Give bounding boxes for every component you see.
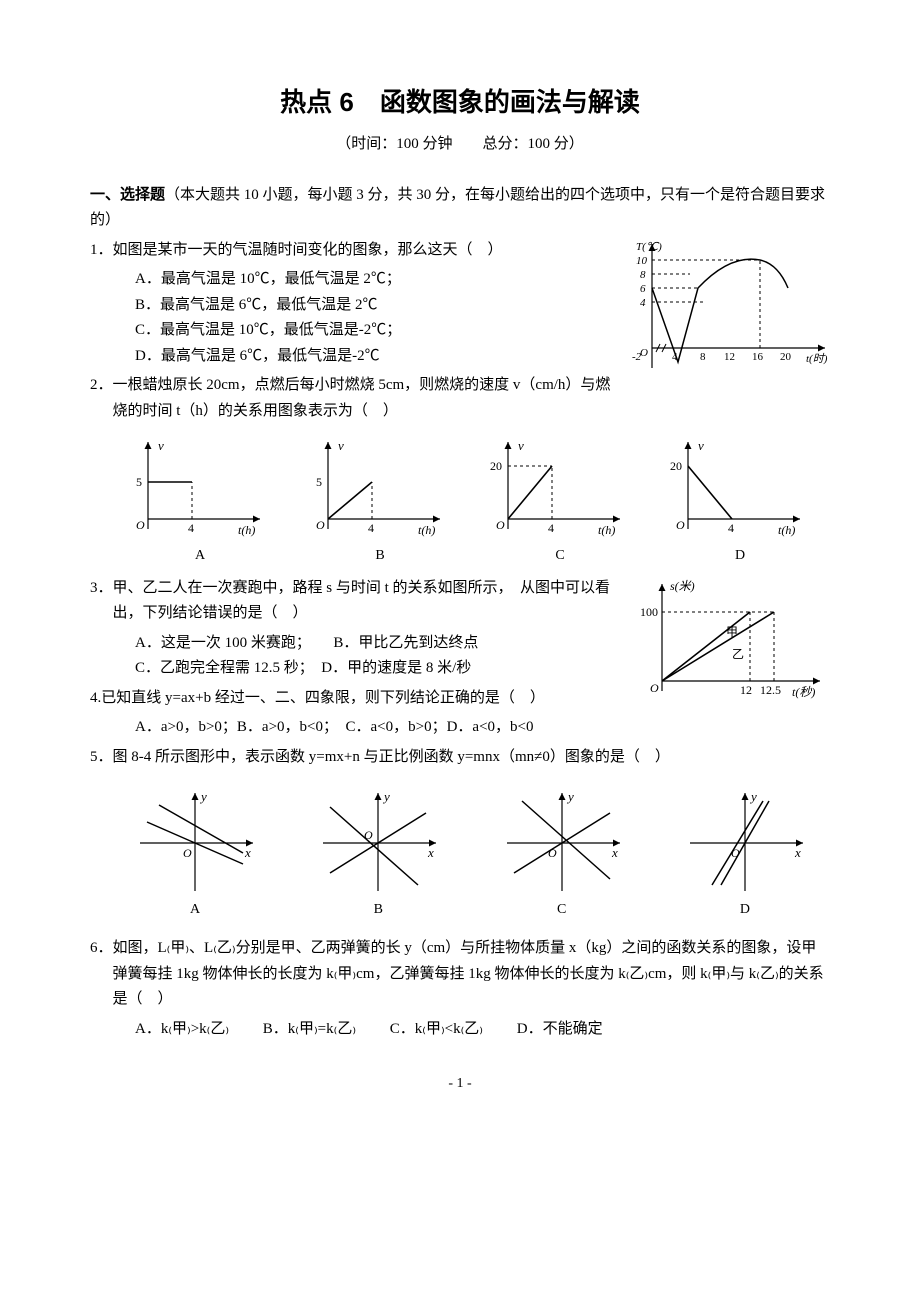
- svg-text:4: 4: [548, 521, 554, 535]
- q2-fig-a: O v t(h) 5 4 A: [130, 434, 270, 568]
- q2-num: 2．: [90, 377, 113, 393]
- svg-text:t(h): t(h): [778, 523, 795, 537]
- q3-opt-b: B．甲比乙先到达终点: [333, 635, 478, 651]
- q2: 2．一根蜡烛原长 20cm，点燃后每小时燃烧 5cm，则燃烧的速度 v（cm/h…: [90, 373, 830, 424]
- svg-text:y: y: [566, 789, 574, 804]
- q6: 6．如图，L₍甲₎、L₍乙₎分别是甲、乙两弹簧的长 y（cm）与所挂物体质量 x…: [90, 936, 830, 1013]
- svg-text:v: v: [518, 438, 524, 453]
- svg-text:t(h): t(h): [598, 523, 615, 537]
- page-number: - 1 -: [90, 1072, 830, 1096]
- q5-stem: 图 8-4 所示图形中，表示函数 y=mx+n 与正比例函数 y=mnx（mn≠…: [113, 749, 670, 765]
- q6-stem: 如图，L₍甲₎、L₍乙₎分别是甲、乙两弹簧的长 y（cm）与所挂物体质量 x（k…: [113, 940, 824, 1007]
- svg-text:-2: -2: [632, 351, 642, 363]
- q1-stem: 如图是某市一天的气温随时间变化的图象，那么这天（ ）: [113, 242, 503, 258]
- exam-info: （时间：100 分钟 总分：100 分）: [90, 132, 830, 158]
- q5-label-a: A: [130, 898, 260, 922]
- q1-num: 1．: [90, 242, 113, 258]
- svg-text:6: 6: [640, 283, 646, 295]
- svg-text:O: O: [183, 846, 192, 860]
- q4-options: A．a>0，b>0；B．a>0，b<0； C．a<0，b>0；D．a<0，b<0: [90, 715, 830, 741]
- svg-text:x: x: [427, 845, 434, 860]
- q6-opt-a: A．k₍甲₎>k₍乙₎: [135, 1021, 229, 1037]
- svg-text:16: 16: [752, 351, 764, 363]
- svg-text:v: v: [338, 438, 344, 453]
- svg-text:乙: 乙: [732, 647, 744, 661]
- svg-text:4: 4: [188, 521, 194, 535]
- q4-num: 4.: [90, 690, 101, 706]
- q1: 1．如图是某市一天的气温随时间变化的图象，那么这天（ ）: [90, 238, 830, 264]
- q2-stem: 一根蜡烛原长 20cm，点燃后每小时燃烧 5cm，则燃烧的速度 v（cm/h）与…: [113, 377, 611, 419]
- section-1-heading: 一、选择题（本大题共 10 小题，每小题 3 分，共 30 分，在每小题给出的四…: [90, 182, 830, 234]
- svg-text:O: O: [640, 347, 648, 359]
- q2-label-a: A: [130, 544, 270, 568]
- svg-text:20: 20: [670, 459, 682, 473]
- q3-opt-d: D．甲的速度是 8 米/秒: [321, 660, 471, 676]
- svg-text:y: y: [749, 789, 757, 804]
- q6-options: A．k₍甲₎>k₍乙₎ B．k₍甲₎=k₍乙₎ C．k₍甲₎<k₍乙₎ D．不能…: [90, 1017, 830, 1043]
- q5-fig-a: y x O A: [130, 788, 260, 922]
- q2-label-d: D: [670, 544, 810, 568]
- q5-label-b: B: [313, 898, 443, 922]
- q3-num: 3．: [90, 580, 113, 596]
- svg-text:甲: 甲: [726, 625, 738, 639]
- svg-text:4: 4: [640, 297, 646, 309]
- svg-text:4: 4: [368, 521, 374, 535]
- svg-text:O: O: [136, 518, 145, 532]
- q2-label-b: B: [310, 544, 450, 568]
- q5-fig-d: y x O D: [680, 788, 810, 922]
- q5-fig-b: y x O B: [313, 788, 443, 922]
- svg-text:5: 5: [316, 475, 322, 489]
- svg-text:4: 4: [728, 521, 734, 535]
- q5-figures: y x O A y x O B y x O C: [130, 788, 810, 922]
- svg-text:O: O: [676, 518, 685, 532]
- q5-num: 5．: [90, 749, 113, 765]
- section-1-desc: （本大题共 10 小题，每小题 3 分，共 30 分，在每小题给出的四个选项中，…: [90, 187, 825, 229]
- q2-figures: O v t(h) 5 4 A O v t(h) 5 4 B O: [130, 434, 810, 568]
- q5-label-d: D: [680, 898, 810, 922]
- q4: 4.已知直线 y=ax+b 经过一、二、四象限，则下列结论正确的是（ ）: [90, 686, 830, 712]
- q4-opts-line: A．a>0，b>0；B．a>0，b<0； C．a<0，b>0；D．a<0，b<0: [135, 715, 830, 741]
- svg-text:t(h): t(h): [238, 523, 255, 537]
- q3-stem: 甲、乙二人在一次赛跑中，路程 s 与时间 t 的关系如图所示， 从图中可以看出，…: [113, 580, 611, 622]
- svg-text:t(h): t(h): [418, 523, 435, 537]
- q6-opt-d: D．不能确定: [517, 1021, 603, 1037]
- svg-text:5: 5: [136, 475, 142, 489]
- q5: 5．图 8-4 所示图形中，表示函数 y=mx+n 与正比例函数 y=mnx（m…: [90, 745, 830, 771]
- svg-text:20: 20: [490, 459, 502, 473]
- q3-opt-c: C．乙跑完全程需 12.5 秒；: [135, 660, 306, 676]
- q6-num: 6．: [90, 940, 113, 956]
- svg-text:v: v: [158, 438, 164, 453]
- section-1-label: 一、选择题: [90, 186, 165, 203]
- q2-fig-b: O v t(h) 5 4 B: [310, 434, 450, 568]
- svg-text:t(时): t(时): [806, 352, 828, 365]
- svg-text:x: x: [794, 845, 801, 860]
- q2-label-c: C: [490, 544, 630, 568]
- svg-text:O: O: [496, 518, 505, 532]
- svg-text:20: 20: [780, 351, 792, 363]
- q2-fig-d: O v t(h) 20 4 D: [670, 434, 810, 568]
- svg-text:x: x: [244, 845, 251, 860]
- q6-opt-c: C．k₍甲₎<k₍乙₎: [390, 1021, 483, 1037]
- q2-fig-c: O v t(h) 20 4 C: [490, 434, 630, 568]
- svg-text:y: y: [199, 789, 207, 804]
- svg-text:y: y: [382, 789, 390, 804]
- q5-label-c: C: [497, 898, 627, 922]
- svg-text:8: 8: [700, 351, 706, 363]
- svg-text:v: v: [698, 438, 704, 453]
- svg-text:12: 12: [724, 351, 735, 363]
- svg-text:O: O: [316, 518, 325, 532]
- q5-fig-c: y x O C: [497, 788, 627, 922]
- q3-opt-a: A．这是一次 100 米赛跑；: [135, 635, 303, 651]
- svg-text:O: O: [364, 828, 373, 842]
- q3: 3．甲、乙二人在一次赛跑中，路程 s 与时间 t 的关系如图所示， 从图中可以看…: [90, 576, 830, 627]
- svg-text:8: 8: [640, 269, 646, 281]
- page-title: 热点 6 函数图象的画法与解读: [90, 80, 830, 124]
- q6-opt-b: B．k₍甲₎=k₍乙₎: [263, 1021, 356, 1037]
- q4-stem: 已知直线 y=ax+b 经过一、二、四象限，则下列结论正确的是（ ）: [101, 690, 545, 706]
- svg-text:x: x: [611, 845, 618, 860]
